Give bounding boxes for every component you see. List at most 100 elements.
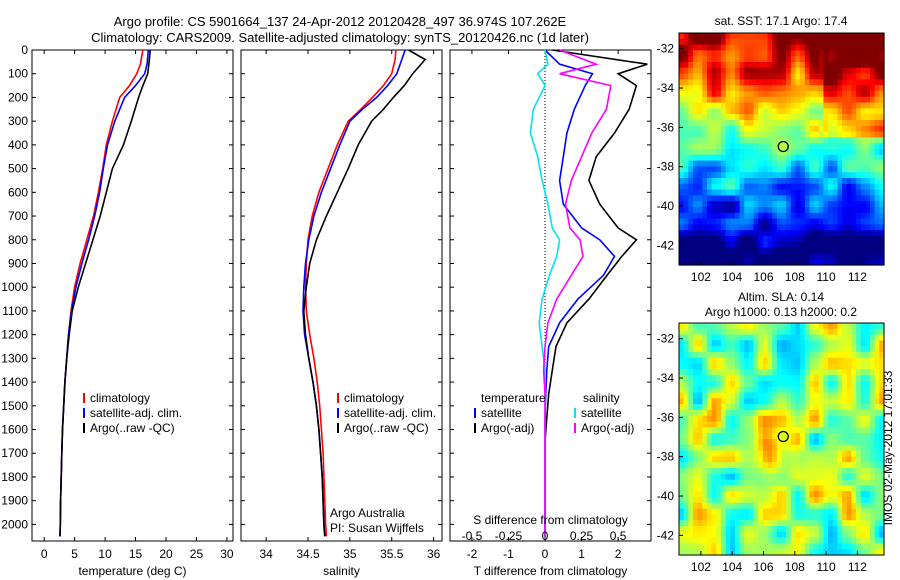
sla_map-cell — [870, 392, 876, 399]
sla_map-cell — [879, 508, 885, 515]
sla_map-cell — [828, 526, 834, 533]
sst_map-cell — [776, 195, 783, 202]
sst_map-cell — [748, 50, 755, 57]
sst_map-cell — [767, 212, 773, 220]
sla_map-cell — [842, 537, 848, 544]
sst_map-cell — [795, 183, 801, 191]
sst_map-cell — [804, 189, 811, 196]
sst_map-cell — [679, 67, 685, 75]
sst_map-cell — [856, 230, 862, 237]
sla_map-cell — [860, 328, 866, 336]
sla_map-cell — [692, 352, 699, 359]
sst_map-cell — [837, 33, 843, 40]
sla_map-cell — [739, 415, 745, 423]
sla_map-cell — [702, 462, 708, 469]
sst_map-cell — [842, 172, 848, 179]
sst_map-cell — [828, 33, 834, 40]
sla_map-cell — [776, 334, 783, 341]
sst_map-cell — [753, 241, 759, 249]
sst_map-cell — [697, 114, 703, 121]
sla_map-cell — [818, 502, 825, 510]
sla_map-cell — [688, 444, 694, 452]
sla_map-cell — [828, 328, 834, 336]
sst_map-cell — [804, 259, 811, 266]
sla_map-cell — [772, 346, 778, 353]
sla_map-cell — [734, 485, 741, 492]
sst_map-cell — [809, 131, 815, 138]
sst_map-cell — [739, 120, 745, 127]
sst_map-cell — [790, 114, 797, 121]
sst_map-cell — [837, 172, 843, 179]
sst_map-cell — [823, 62, 829, 69]
sla_map-cell — [795, 381, 801, 388]
sla_map-cell — [720, 369, 727, 376]
sla_map-cell — [804, 543, 811, 550]
sst_map-cell — [818, 224, 825, 231]
sla_map-cell — [851, 410, 857, 417]
sst_map-cell — [716, 85, 722, 92]
sst_map-cell — [692, 120, 699, 127]
sla_map-cell — [697, 537, 703, 544]
sla_map-cell — [772, 537, 778, 544]
sst_map-cell — [879, 212, 885, 220]
sla_map-cell — [795, 485, 801, 492]
sla_map-cell — [706, 433, 713, 440]
sla_map-cell — [679, 410, 685, 417]
sla_map-cell — [851, 375, 857, 382]
sla_map-cell — [758, 549, 764, 556]
sst_map-cell — [865, 160, 871, 167]
sst_map-cell — [832, 183, 839, 191]
sst_map-cell — [706, 50, 713, 57]
sla_map-cell — [697, 340, 703, 347]
sst_map-cell — [744, 91, 750, 98]
sst_map-cell — [851, 38, 857, 46]
sst_map-cell — [762, 143, 769, 150]
sla_map-cell — [720, 508, 727, 515]
sst_map-cell — [744, 44, 750, 51]
sst_map-cell — [711, 131, 717, 138]
sst_map-cell — [828, 143, 834, 150]
sla_map-cell — [702, 340, 708, 347]
sla_map-cell — [860, 323, 866, 330]
sla_map-cell — [818, 386, 825, 394]
sla_map-cell — [837, 392, 843, 399]
sst_map-cell — [744, 207, 750, 214]
sst_map-cell — [702, 85, 708, 92]
sst_map-cell — [739, 247, 745, 254]
sla_map-cell — [776, 468, 783, 475]
sst_map-cell — [837, 259, 843, 266]
sst_map-cell — [837, 108, 843, 115]
sst_map-cell — [720, 137, 727, 144]
sla_map-cell — [758, 410, 764, 417]
sst_map-cell — [856, 195, 862, 202]
sst_map-cell — [870, 102, 876, 109]
sst_map-cell — [865, 149, 871, 156]
sst_map-cell — [692, 160, 699, 167]
sla_map-cell — [720, 328, 727, 336]
sst_map-cell — [711, 114, 717, 121]
sla_map-cell — [790, 323, 797, 330]
sla_map-cell — [772, 433, 778, 440]
sst_map-cell — [804, 114, 811, 121]
sla_map-cell — [725, 439, 731, 446]
sla_map-cell — [828, 508, 834, 515]
sst_map-cell — [870, 131, 876, 138]
sla_map-cell — [720, 456, 727, 463]
sst_map-cell — [720, 56, 727, 63]
sst_map-cell — [818, 44, 825, 51]
sst_map-cell — [744, 230, 750, 237]
sst_map-cell — [716, 183, 722, 191]
sla_map-cell — [716, 352, 722, 359]
sst_map-cell — [846, 259, 852, 266]
sla_map-cell — [772, 497, 778, 504]
sst_map-cell — [781, 189, 787, 196]
sla_map-cell — [679, 479, 685, 486]
argo-australia-label: Argo Australia — [330, 506, 405, 520]
sla_map-cell — [688, 543, 694, 550]
sst_map-cell — [842, 236, 848, 243]
sst_map-cell — [795, 73, 801, 80]
depth-tick-label: 2000 — [1, 517, 28, 531]
sst_map-cell — [711, 50, 717, 57]
sst_map-cell — [832, 201, 839, 208]
sst_map-cell — [688, 183, 694, 191]
